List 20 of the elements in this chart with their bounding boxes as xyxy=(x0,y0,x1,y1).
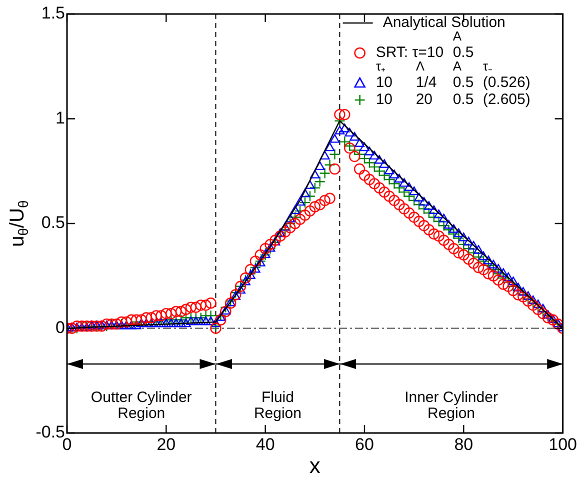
x-tick-label: 100 xyxy=(548,434,578,454)
legend-label: Analytical Solution xyxy=(382,14,506,32)
text: τ₊ Λ A τ₋ xyxy=(376,58,492,74)
text: 10 1/4 0.5 (0.526) xyxy=(376,74,530,92)
annotation: Fluid Region xyxy=(254,389,302,422)
x-tick-label: 40 xyxy=(256,434,275,454)
y-tick-label: 1.5 xyxy=(41,4,65,23)
y-tick-label: 1 xyxy=(56,108,65,128)
annotation: Outter Cylinder Region xyxy=(90,389,192,422)
y-tick-label: 0 xyxy=(56,318,65,337)
y-tick-label: 0.5 xyxy=(41,213,65,232)
y-axis-title: uθ/Uθ xyxy=(6,200,31,247)
x-tick-label: 80 xyxy=(454,434,474,454)
annotation: Inner Cylinder Region xyxy=(404,389,498,422)
text: 10 20 0.5 (2.605) xyxy=(376,91,530,108)
annotation: A xyxy=(452,28,462,44)
x-tick-label: 60 xyxy=(355,434,374,454)
x-tick-label: 20 xyxy=(156,434,176,454)
legend-label: SRT: τ=10 0.5 xyxy=(376,44,474,62)
x-axis-title: x xyxy=(309,452,320,478)
